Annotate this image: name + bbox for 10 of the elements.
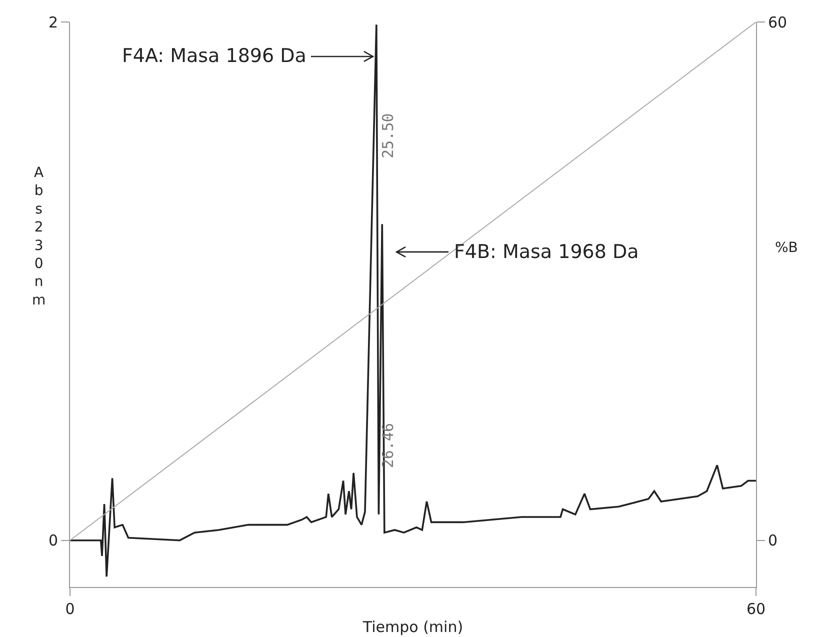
annotation: F4A: Masa 1896 Da — [122, 45, 306, 67]
annotation: F4B: Masa 1968 Da — [454, 241, 639, 263]
y2-tick-label: 60 — [768, 13, 788, 32]
y2-axis-title: %B — [775, 240, 798, 256]
x-axis-title: Tiempo (min) — [362, 618, 464, 636]
y2-tick-label: 0 — [768, 532, 778, 550]
y-tick-label: 2 — [48, 13, 58, 32]
annotation: 25.50 — [378, 113, 397, 158]
y-axis-title: Abs230nm — [32, 165, 46, 308]
annotation: 26.46 — [379, 423, 398, 468]
